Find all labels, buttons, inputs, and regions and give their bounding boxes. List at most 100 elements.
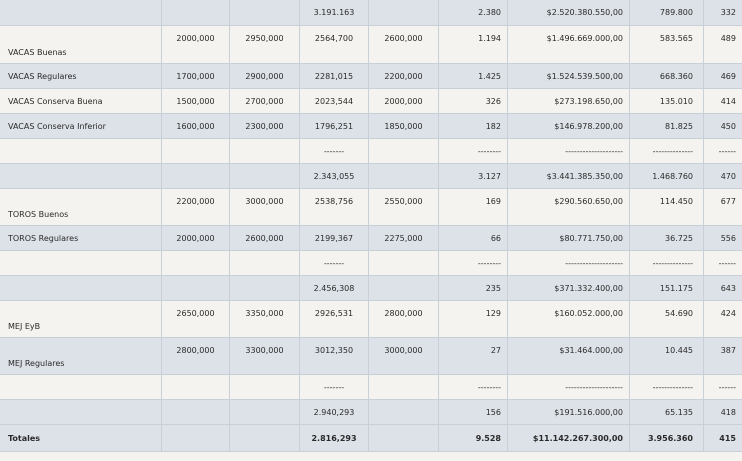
cell-c6: $160.052.000,00 — [507, 300, 630, 338]
cell-c3: 2023,544 — [299, 88, 369, 114]
cell-c8: ------ — [703, 250, 742, 276]
cell-c2: 2700,000 — [229, 88, 300, 114]
cell-c8: 489 — [703, 25, 742, 64]
cell-c3: ------- — [299, 138, 369, 164]
table-row: ------- -------- -------------------- -----… — [0, 250, 742, 276]
cell-c4: 2275,000 — [368, 225, 439, 251]
cell-c5: 3.127 — [438, 163, 508, 189]
cell-c7: 65.135 — [629, 399, 704, 425]
row-category-label — [0, 374, 162, 400]
table-row: TOROS Regulares 2000,000 2600,000 2199,367 2… — [0, 225, 742, 251]
cell-c3: 2.343,055 — [299, 163, 369, 189]
cell-c2 — [229, 424, 300, 452]
row-category-label: VACAS Regulares — [0, 63, 162, 89]
cell-c2: 3300,000 — [229, 337, 300, 375]
row-category-label — [0, 399, 162, 425]
cell-c3: 1796,251 — [299, 113, 369, 139]
cell-c6: $273.198.650,00 — [507, 88, 630, 114]
cell-c8: 556 — [703, 225, 742, 251]
table-row: VACAS Conserva Buena 1500,000 2700,000 2023… — [0, 88, 742, 114]
cell-c6: $371.332.400,00 — [507, 275, 630, 301]
cell-c5: -------- — [438, 374, 508, 400]
cell-c1: 1600,000 — [161, 113, 230, 139]
table-row: MEJ Regulares 2800,000 3300,000 3012,350 300… — [0, 337, 742, 375]
cell-c7: -------------- — [629, 138, 704, 164]
cell-c4: 2000,000 — [368, 88, 439, 114]
row-category-label: MEJ EyB — [0, 300, 162, 338]
row-category-label: VACAS Buenas — [0, 25, 162, 64]
table-row: 2.343,055 3.127 $3.441.385.350,00 1.468.760… — [0, 163, 742, 189]
cell-c5: -------- — [438, 138, 508, 164]
cell-c6: $191.516.000,00 — [507, 399, 630, 425]
cell-c2 — [229, 399, 300, 425]
cell-c2 — [229, 163, 300, 189]
cell-c4: 2800,000 — [368, 300, 439, 338]
cell-c7: 114.450 — [629, 188, 704, 226]
cell-c3: 2.816,293 — [299, 424, 369, 452]
cell-c6: -------------------- — [507, 138, 630, 164]
cell-c3: ------- — [299, 250, 369, 276]
table-row: VACAS Conserva Inferior 1600,000 2300,000 1… — [0, 113, 742, 139]
row-category-label — [0, 275, 162, 301]
cell-c1: 2650,000 — [161, 300, 230, 338]
cell-c6: -------------------- — [507, 374, 630, 400]
cell-c8: 332 — [703, 0, 742, 26]
cell-c6: $3.441.385.350,00 — [507, 163, 630, 189]
cell-c8: 643 — [703, 275, 742, 301]
cell-c5: 1.194 — [438, 25, 508, 64]
cell-c1 — [161, 163, 230, 189]
cell-c4 — [368, 275, 439, 301]
cell-c5: 1.425 — [438, 63, 508, 89]
row-category-label: VACAS Conserva Inferior — [0, 113, 162, 139]
cell-c7: -------------- — [629, 374, 704, 400]
cell-c3: 2.456,308 — [299, 275, 369, 301]
cell-c2: 2900,000 — [229, 63, 300, 89]
cell-c3: 3012,350 — [299, 337, 369, 375]
cell-c3: 2926,531 — [299, 300, 369, 338]
cell-c8: 450 — [703, 113, 742, 139]
cell-c5: 169 — [438, 188, 508, 226]
row-category-label — [0, 0, 162, 26]
cell-c6: $1.496.669.000,00 — [507, 25, 630, 64]
cell-c4: 2550,000 — [368, 188, 439, 226]
row-category-label: TOROS Regulares — [0, 225, 162, 251]
cell-c4 — [368, 163, 439, 189]
cell-c3: 3.191.163 — [299, 0, 369, 26]
cell-c7: 1.468.760 — [629, 163, 704, 189]
row-category-label: TOROS Buenos — [0, 188, 162, 226]
cell-c1 — [161, 250, 230, 276]
cell-c7: 151.175 — [629, 275, 704, 301]
cell-c1 — [161, 399, 230, 425]
cell-c8: 387 — [703, 337, 742, 375]
table-row: 2.456,308 235 $371.332.400,00 151.175 643 — [0, 275, 742, 301]
cell-c6: $1.524.539.500,00 — [507, 63, 630, 89]
cell-c5: 156 — [438, 399, 508, 425]
row-category-label — [0, 163, 162, 189]
row-category-label: MEJ Regulares — [0, 337, 162, 375]
cell-c8: 414 — [703, 88, 742, 114]
cell-c8: 469 — [703, 63, 742, 89]
cell-c7: 81.825 — [629, 113, 704, 139]
cell-c1 — [161, 424, 230, 452]
cell-c2 — [229, 0, 300, 26]
cell-c6: -------------------- — [507, 250, 630, 276]
cell-c5: 27 — [438, 337, 508, 375]
cell-c2: 3350,000 — [229, 300, 300, 338]
cell-c8: 677 — [703, 188, 742, 226]
cell-c8: ------ — [703, 374, 742, 400]
cell-c7: 54.690 — [629, 300, 704, 338]
cell-c7: 36.725 — [629, 225, 704, 251]
cell-c4: 1850,000 — [368, 113, 439, 139]
cell-c7: 10.445 — [629, 337, 704, 375]
cell-c5: 9.528 — [438, 424, 508, 452]
cell-c6: $2.520.380.550,00 — [507, 0, 630, 26]
cell-c6: $31.464.000,00 — [507, 337, 630, 375]
cell-c3: 2564,700 — [299, 25, 369, 64]
cell-c1: 1500,000 — [161, 88, 230, 114]
row-category-label — [0, 138, 162, 164]
totals-row: Totales 2.816,293 9.528 $11.142.267.300,00 3… — [0, 424, 742, 452]
cell-c5: 326 — [438, 88, 508, 114]
cell-c1: 2000,000 — [161, 25, 230, 64]
table-row: ------- -------- -------------------- -----… — [0, 374, 742, 400]
cell-c2 — [229, 250, 300, 276]
